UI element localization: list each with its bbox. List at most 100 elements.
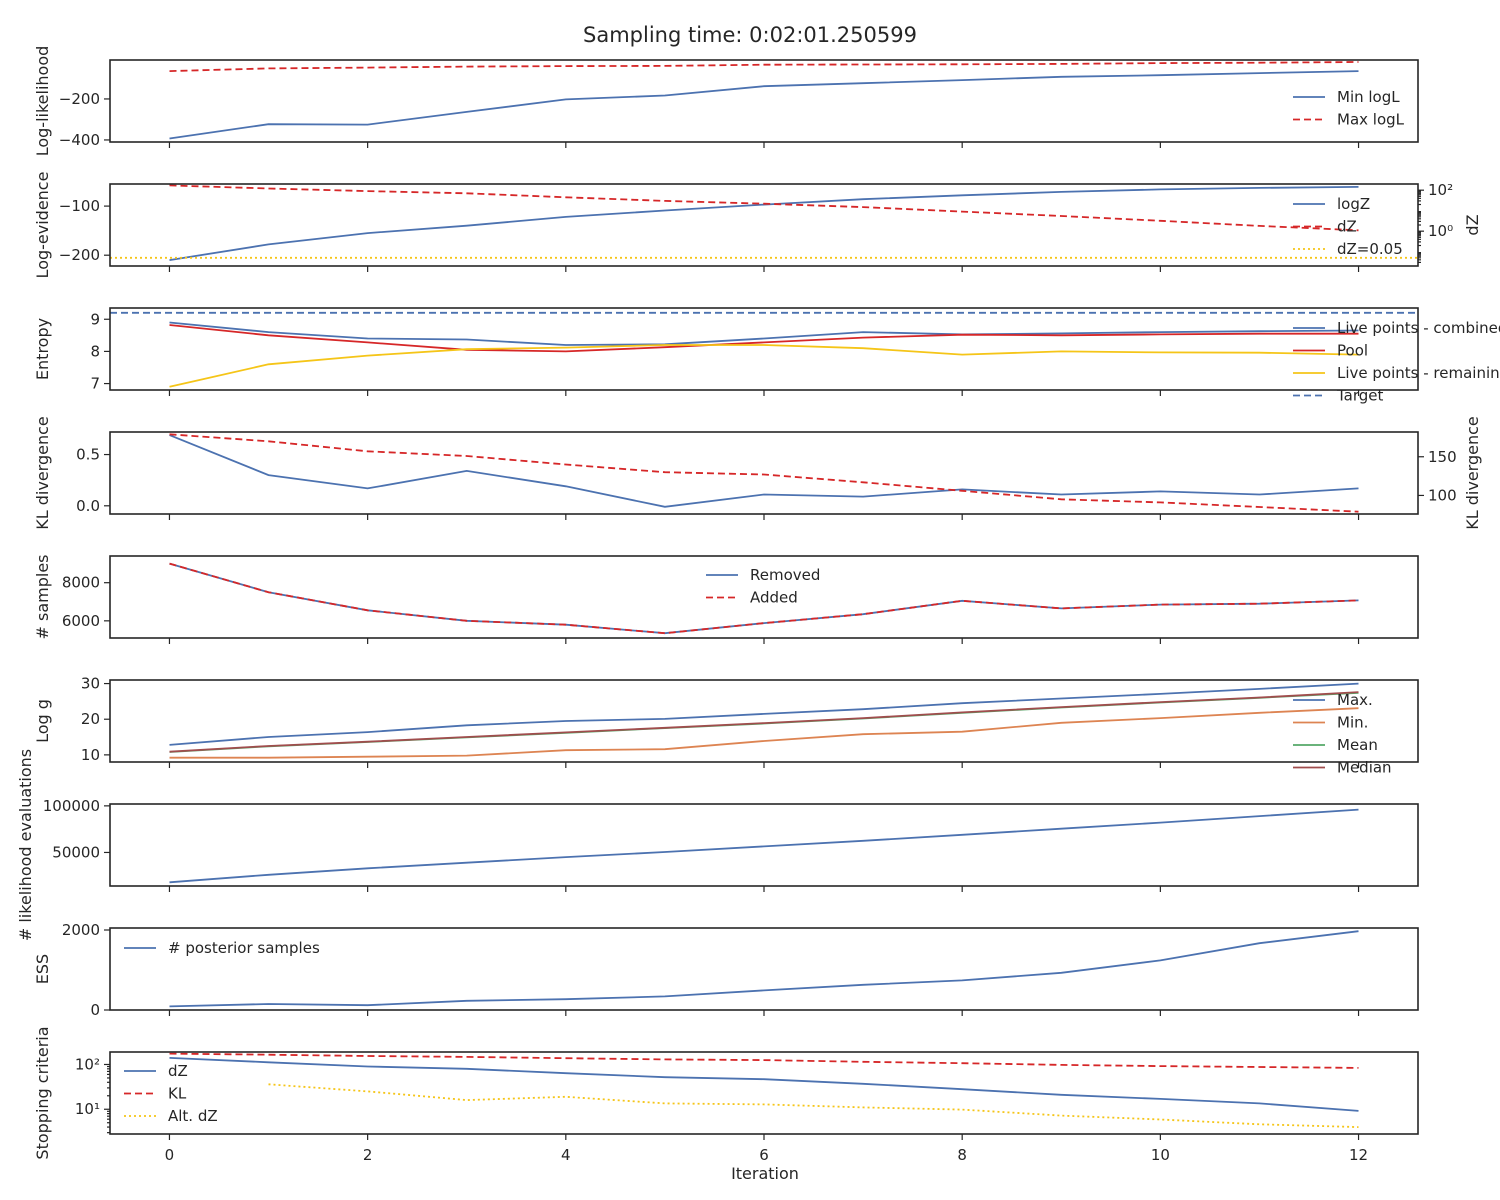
stopping-series-1-line — [169, 1052, 1359, 1069]
logg-legend-label-2: Mean — [1337, 736, 1378, 754]
evaluations-frame — [109, 803, 1419, 887]
logevidence-right-series-0-line — [169, 184, 1359, 232]
logg-series-1-line — [169, 707, 1359, 759]
loglikelihood-legend-label-0: Min logL — [1337, 88, 1400, 106]
panel-loglikelihood: −400 −200 Log-likelihood Min logL Max logL — [33, 46, 1419, 157]
entropy-series-0-line — [169, 321, 1359, 346]
entropy-ytick-label-2: 9 — [90, 310, 100, 328]
logevidence-legend-label-0: logZ — [1337, 195, 1370, 213]
kl-right-series-0-line — [169, 433, 1359, 513]
entropy-frame — [109, 307, 1419, 391]
ess-series-0-line — [169, 930, 1359, 1008]
entropy-legend-label-3: Target — [1336, 387, 1384, 405]
entropy-series-2-line — [169, 344, 1359, 388]
xtick-label-4: 8 — [957, 1146, 967, 1164]
samples-ylabel: # samples — [33, 555, 52, 640]
kl-plot-area — [169, 433, 1359, 513]
entropy-plot-area — [110, 311, 1418, 388]
samples-ytick-label-0: 6000 — [62, 612, 100, 630]
stopping-series-2-line — [268, 1083, 1359, 1128]
xtick-label-5: 10 — [1151, 1146, 1170, 1164]
kl-series-0-line — [169, 434, 1359, 508]
stopping-ytick-label-0: 10¹ — [75, 1100, 100, 1118]
logg-ytick-label-2: 30 — [81, 675, 100, 693]
ess-ylabel: ESS — [33, 954, 52, 984]
logevidence-legend-label-2: dZ=0.05 — [1337, 240, 1403, 258]
loglikelihood-ytick-label-0: −400 — [59, 131, 100, 149]
logevidence-right-ytick-label-1: 10² — [1428, 181, 1453, 199]
entropy-legend-label-0: Live points - combined — [1337, 319, 1500, 337]
kl-ytick-label-0: 0.0 — [76, 497, 100, 515]
loglikelihood-ylabel: Log-likelihood — [33, 46, 52, 157]
figure-title: Sampling time: 0:02:01.250599 — [583, 23, 917, 47]
logevidence-right-ytick-label-0: 10⁰ — [1428, 222, 1453, 240]
kl-right-ytick-label-0: 100 — [1428, 486, 1457, 504]
logg-legend-label-1: Min. — [1337, 714, 1368, 732]
logg-legend-label-0: Max. — [1337, 691, 1373, 709]
loglikelihood-frame — [109, 59, 1419, 143]
ess-legend-label-0: # posterior samples — [168, 939, 320, 957]
loglikelihood-plot-area — [169, 61, 1359, 140]
panels: −400 −200 Log-likelihood Min logL Max logL 10… — [33, 46, 1500, 1164]
ess-ytick-label-0: 0 — [90, 1001, 100, 1019]
loglikelihood-ytick-label-1: −200 — [59, 90, 100, 108]
logg-series-0-line — [169, 682, 1359, 746]
evaluations-series-0-line — [169, 808, 1359, 884]
samples-plot-area — [169, 562, 1359, 635]
entropy-ytick-label-1: 8 — [90, 342, 100, 360]
loglikelihood-series-1-line — [169, 61, 1359, 72]
shared-y-axis-label: # likelihood evaluations — [16, 749, 35, 941]
stopping-plot-area — [169, 1052, 1359, 1128]
xtick-label-1: 2 — [363, 1146, 373, 1164]
evaluations-plot-area — [169, 808, 1359, 884]
panel-entropy: 7 8 9 Entropy Live points - combined Pool Live… — [33, 307, 1500, 405]
logg-plot-area — [169, 682, 1359, 759]
stopping-legend-label-1: KL — [168, 1085, 187, 1103]
logevidence-series-0-line — [169, 186, 1359, 261]
entropy-legend-label-2: Live points - remaining — [1337, 364, 1500, 382]
kl-right-ylabel: KL divergence — [1463, 416, 1482, 529]
logg-ytick-label-1: 20 — [81, 710, 100, 728]
stopping-ylabel: Stopping criteria — [33, 1026, 52, 1159]
logg-ylabel: Log g — [33, 699, 52, 743]
xtick-label-3: 6 — [759, 1146, 769, 1164]
stopping-legend-label-0: dZ — [168, 1062, 188, 1080]
entropy-legend-label-1: Pool — [1337, 342, 1368, 360]
evaluations-ytick-label-0: 50000 — [52, 843, 100, 861]
ess-plot-area — [169, 930, 1359, 1008]
kl-ytick-label-1: 0.5 — [76, 446, 100, 464]
samples-legend-label-1: Added — [750, 589, 798, 607]
kl-right-ytick-label-1: 150 — [1428, 448, 1457, 466]
xtick-label-2: 4 — [561, 1146, 571, 1164]
panel-evaluations: 50000 100000 — [43, 797, 1419, 892]
kl-ylabel: KL divergence — [33, 416, 52, 529]
panel-kl: 100 150 KL divergence 0.0 0.5 KL divergence — [33, 416, 1482, 529]
stopping-ytick-label-1: 10² — [75, 1055, 100, 1073]
stopping-series-0-line — [169, 1057, 1359, 1112]
logevidence-ylabel: Log-evidence — [33, 172, 52, 279]
xtick-label-6: 12 — [1349, 1146, 1368, 1164]
xtick-label-0: 0 — [165, 1146, 175, 1164]
samples-series-1-line — [169, 562, 1359, 635]
logevidence-ytick-label-1: −100 — [59, 197, 100, 215]
samples-ytick-label-1: 8000 — [62, 574, 100, 592]
panel-samples: 6000 8000 # samples Removed Added — [33, 555, 1419, 644]
logg-frame — [109, 679, 1419, 763]
loglikelihood-series-0-line — [169, 70, 1359, 140]
ess-ytick-label-1: 2000 — [62, 921, 100, 939]
logevidence-plot-area — [110, 184, 1418, 261]
logevidence-ytick-label-0: −200 — [59, 246, 100, 264]
evaluations-ytick-label-1: 100000 — [43, 797, 100, 815]
logevidence-frame — [109, 183, 1419, 267]
panel-logg: 10 20 30 Log g Max. Min. Mean Median — [33, 675, 1419, 777]
samples-legend-label-0: Removed — [750, 566, 820, 584]
panel-logevidence: 10⁰ 10² dZ −200 −100 Log-evidence logZ dZ dZ=0.0… — [33, 172, 1482, 279]
stopping-legend-label-2: Alt. dZ — [168, 1107, 218, 1125]
logg-series-3-line — [169, 691, 1359, 753]
panel-stopping: 10¹ 10² Stopping criteria dZ KL Alt. dZ 0 2 4 6 8 1… — [33, 1026, 1419, 1164]
logg-legend-label-3: Median — [1337, 759, 1392, 777]
logevidence-legend-label-1: dZ — [1337, 218, 1357, 236]
loglikelihood-legend-label-1: Max logL — [1337, 111, 1405, 129]
logevidence-right-ylabel: dZ — [1463, 214, 1482, 235]
